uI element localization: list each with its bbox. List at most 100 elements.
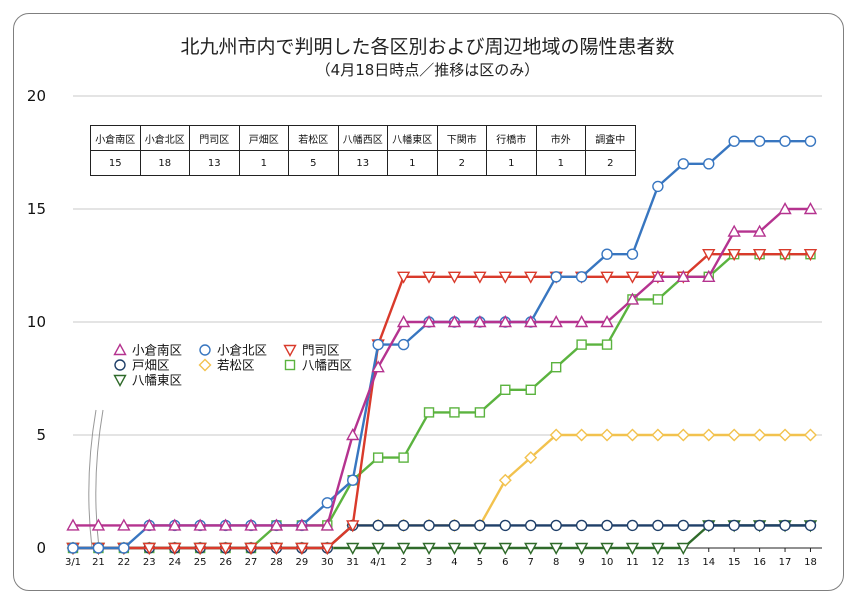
series-5-point <box>652 294 664 305</box>
series-0-line <box>73 207 811 527</box>
x-tick-label: 26 <box>219 557 232 568</box>
series-0-point <box>117 518 131 531</box>
series-0-point <box>473 315 487 328</box>
series-4-point <box>625 428 639 442</box>
series-0-point <box>422 315 436 328</box>
x-tick-label: 11 <box>626 557 639 568</box>
series-1-point <box>703 158 715 170</box>
x-tick-label: 7 <box>528 557 534 568</box>
series-1-point <box>92 542 105 554</box>
table-header-cell: 八幡東区 <box>387 125 438 151</box>
series-1-point <box>677 158 690 170</box>
x-tick-label: 17 <box>779 557 792 568</box>
series-3-point <box>728 519 740 532</box>
series-4-point <box>549 428 563 442</box>
series-1-point <box>372 338 384 351</box>
series-0-point <box>346 428 360 441</box>
series-6-point <box>473 542 487 555</box>
series-0-point <box>142 518 156 531</box>
series-5-point <box>423 407 435 418</box>
series-1-line <box>73 139 811 550</box>
series-0-point <box>396 315 411 328</box>
series-2-point <box>218 542 233 555</box>
series-2-point <box>142 542 156 555</box>
series-0-point <box>803 202 818 215</box>
table-value-cell: 13 <box>189 150 240 176</box>
y-tick-label: 20 <box>27 87 46 105</box>
series-1-point <box>804 135 817 147</box>
series-0-point <box>752 224 767 237</box>
table-value-cell: 2 <box>585 150 636 176</box>
series-6-point <box>600 542 614 555</box>
series-6-point <box>676 542 691 555</box>
x-tick-label: 9 <box>578 557 584 568</box>
series-0-point <box>193 518 207 531</box>
table-value-cell: 1 <box>238 150 289 176</box>
y-tick-label: 5 <box>36 426 46 444</box>
series-6-line <box>73 524 811 550</box>
y-tick-label: 15 <box>27 200 46 218</box>
table-value-cell: 5 <box>288 150 339 176</box>
table-header-cell: 門司区 <box>189 125 240 151</box>
axis-break-mark <box>95 409 104 549</box>
series-4-point <box>753 428 767 442</box>
series-1-point <box>601 248 613 260</box>
x-tick-label: 14 <box>702 557 715 568</box>
table-header-cell: 八幡西区 <box>337 125 388 151</box>
series-2-point <box>320 542 334 555</box>
legend-marker <box>113 343 127 356</box>
table-value-cell: 1 <box>387 150 438 176</box>
series-1-point <box>550 271 562 283</box>
table-value-cell: 18 <box>139 150 190 176</box>
series-2-point <box>600 271 614 284</box>
series-5-line <box>73 252 811 550</box>
series-5-point <box>601 339 613 350</box>
table-value-cell: 1 <box>535 150 586 176</box>
series-2-point <box>498 271 512 284</box>
series-0-point <box>727 224 741 237</box>
series-1-point <box>347 474 359 486</box>
series-3-point <box>397 519 410 532</box>
series-4-point <box>727 428 741 442</box>
series-2-point <box>473 271 487 284</box>
series-5-point <box>576 339 587 350</box>
series-2-point <box>269 542 284 555</box>
series-0-point <box>66 518 80 531</box>
series-0-point <box>244 518 258 531</box>
x-tick-label: 13 <box>677 557 690 568</box>
x-tick-label: 24 <box>168 557 181 568</box>
series-0-point <box>524 315 538 328</box>
table-header-cell: 下関市 <box>436 125 487 151</box>
series-1-point <box>753 135 766 147</box>
summary-table: 小倉南区 小倉北区 門司区 戸畑区 若松区 八幡西区 八幡東区 下関市 行橋市 市外 調査中 15 1… <box>90 125 636 176</box>
legend-marker <box>283 344 297 357</box>
series-4-point <box>524 451 538 465</box>
series-3-point <box>703 519 715 532</box>
x-tick-label: 8 <box>553 557 559 568</box>
x-tick-label: 4 <box>451 557 457 568</box>
series-6-point <box>422 542 436 555</box>
series-5-point <box>474 407 486 418</box>
x-tick-label: 10 <box>601 557 614 568</box>
legend-label: 小倉北区 <box>217 343 267 358</box>
series-0-point <box>447 315 462 328</box>
series-6-point <box>396 542 411 555</box>
legend-label: 若松区 <box>217 358 255 373</box>
summary-header-row: 小倉南区 小倉北区 門司区 戸畑区 若松区 八幡西区 八幡東区 下関市 行橋市 市外 調査中 <box>90 125 636 151</box>
series-1-point <box>397 338 410 351</box>
x-tick-label: 25 <box>194 557 207 568</box>
series-3-point <box>423 519 435 532</box>
x-tick-label: 3 <box>426 557 432 568</box>
legend-marker <box>113 374 127 387</box>
series-0-point <box>574 315 589 328</box>
series-2-point <box>524 271 538 284</box>
series-1-point <box>321 497 333 509</box>
series-1-point <box>67 542 79 554</box>
table-value-cell: 1 <box>486 150 537 176</box>
series-0-point <box>320 518 334 531</box>
series-0-point <box>91 518 106 531</box>
series-0-point <box>295 518 309 531</box>
series-3-point <box>372 519 384 532</box>
table-header-cell: 小倉南区 <box>90 125 141 151</box>
